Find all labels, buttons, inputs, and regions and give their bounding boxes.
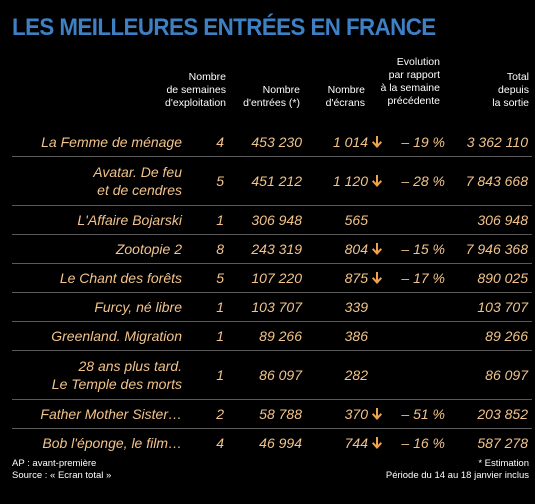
total-entries: 890 025 — [477, 270, 528, 286]
footer-estimation-note: * Estimation — [478, 458, 529, 469]
weeks-count: 1 — [216, 328, 224, 344]
table-row: Furcy, né libre 1 103 707 339 103 707 — [12, 292, 532, 321]
film-title: Zootopie 2 — [115, 241, 182, 257]
down-arrow-icon — [371, 235, 383, 263]
film-title: Bob l'éponge, le film… — [42, 435, 182, 451]
header-screens: Nombre d'écrans — [325, 84, 365, 109]
entries-count: 107 220 — [251, 270, 302, 286]
evolution-percent: – 17 % — [401, 270, 445, 286]
table-row: La Femme de ménage 4 453 230 1 014 – 19 % 3 3… — [12, 128, 532, 156]
weeks-count: 4 — [216, 134, 224, 150]
screens-count: 370 — [344, 406, 368, 422]
weeks-count: 5 — [216, 270, 224, 286]
total-entries: 86 097 — [485, 367, 528, 383]
entries-count: 86 097 — [259, 367, 302, 383]
film-title: Father Mother Sister… — [40, 406, 182, 422]
evolution-percent: – 16 % — [401, 435, 445, 451]
total-entries: 203 852 — [477, 406, 528, 422]
total-entries: 103 707 — [477, 299, 528, 315]
entries-count: 58 788 — [259, 406, 302, 422]
table-row: Father Mother Sister… 2 58 788 370 – 51 % 203… — [12, 399, 532, 428]
film-title: Le Chant des forêts — [59, 270, 182, 286]
table-row: Greenland. Migration 1 89 266 386 89 266 — [12, 321, 532, 350]
evolution-percent: – 51 % — [401, 406, 445, 422]
film-title: La Femme de ménage — [41, 134, 182, 150]
table-body: La Femme de ménage 4 453 230 1 014 – 19 % 3 3… — [12, 128, 532, 457]
down-arrow-icon — [371, 429, 383, 457]
weeks-count: 2 — [216, 406, 224, 422]
header-evolution: Evolution par rapport à la semaine précé… — [380, 56, 440, 107]
film-title: 28 ans plus tard. Le Temple des morts — [51, 358, 182, 392]
total-entries: 7 843 668 — [465, 173, 528, 189]
entries-count: 103 707 — [251, 299, 302, 315]
weeks-count: 1 — [216, 212, 224, 228]
screens-count: 875 — [344, 270, 368, 286]
screens-count: 386 — [344, 328, 368, 344]
total-entries: 89 266 — [485, 328, 528, 344]
footer-ap-note: AP : avant-première — [12, 458, 97, 469]
evolution-percent: – 28 % — [401, 173, 445, 189]
screens-count: 1 120 — [332, 173, 368, 189]
down-arrow-icon — [371, 128, 383, 156]
total-entries: 7 946 368 — [465, 241, 528, 257]
header-total: Total depuis la sortie — [492, 71, 529, 109]
weeks-count: 1 — [216, 367, 224, 383]
table-row: 28 ans plus tard. Le Temple des morts 1 86… — [12, 350, 532, 399]
total-entries: 587 278 — [477, 435, 528, 451]
screens-count: 744 — [344, 435, 368, 451]
film-title: Furcy, né libre — [94, 299, 182, 315]
weeks-count: 5 — [216, 173, 224, 189]
down-arrow-icon — [371, 400, 383, 428]
screens-count: 339 — [344, 299, 368, 315]
down-arrow-icon — [371, 157, 383, 205]
evolution-percent: – 15 % — [401, 241, 445, 257]
screens-count: 565 — [344, 212, 368, 228]
entries-count: 243 319 — [251, 241, 302, 257]
evolution-percent — [390, 322, 445, 350]
total-entries: 3 362 110 — [466, 134, 528, 150]
header-weeks: Nombre de semaines d'exploitation — [165, 71, 226, 109]
footer-left: AP : avant-première Source : « Ecran tot… — [12, 458, 111, 482]
footer-period: Période du 14 au 18 janvier inclus — [385, 470, 529, 481]
evolution-percent — [390, 206, 445, 234]
screens-count: 282 — [344, 367, 368, 383]
evolution-percent — [390, 293, 445, 321]
table-row: Zootopie 2 8 243 319 804 – 15 % 7 946 368 — [12, 234, 532, 263]
down-arrow-icon — [371, 264, 383, 292]
footer-right: * Estimation Période du 14 au 18 janvier… — [386, 458, 529, 482]
table-row: Le Chant des forêts 5 107 220 875 – 17 % 890 … — [12, 263, 532, 292]
screens-count: 804 — [344, 241, 368, 257]
footer-source: Source : « Ecran total » — [12, 470, 112, 481]
total-entries: 306 948 — [477, 212, 528, 228]
weeks-count: 8 — [216, 241, 224, 257]
page-title: LES MEILLEURES ENTRÉES EN FRANCE — [12, 14, 436, 41]
screens-count: 1 014 — [332, 134, 368, 150]
header-entries: Nombre d'entrées (*) — [243, 84, 300, 109]
table-row: Avatar. De feu et de cendres 5 451 212 1 12… — [12, 156, 532, 205]
entries-count: 46 994 — [259, 435, 302, 451]
weeks-count: 1 — [216, 299, 224, 315]
evolution-percent — [390, 351, 445, 399]
entries-count: 89 266 — [259, 328, 302, 344]
evolution-percent: – 19 % — [401, 134, 445, 150]
film-title: L'Affaire Bojarski — [77, 212, 182, 228]
film-title: Avatar. De feu et de cendres — [93, 164, 182, 198]
table-row: L'Affaire Bojarski 1 306 948 565 306 948 — [12, 205, 532, 234]
entries-count: 451 212 — [251, 173, 302, 189]
table-row: Bob l'éponge, le film… 4 46 994 744 – 16 % 58… — [12, 428, 532, 457]
weeks-count: 4 — [216, 435, 224, 451]
entries-count: 306 948 — [251, 212, 302, 228]
entries-count: 453 230 — [251, 134, 302, 150]
film-title: Greenland. Migration — [51, 328, 182, 344]
